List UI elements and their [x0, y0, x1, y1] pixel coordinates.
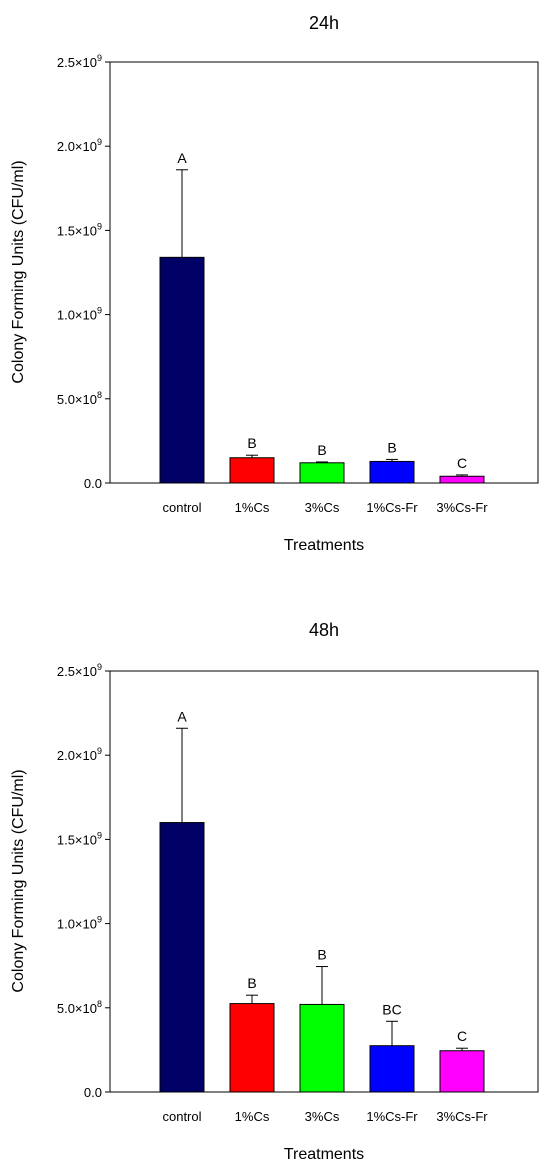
y-tick-label: 1.0×109: [57, 915, 102, 932]
significance-label: C: [457, 455, 467, 471]
significance-label: A: [177, 150, 187, 166]
significance-label: BC: [382, 1001, 401, 1017]
x-axis-label: Treatments: [284, 537, 364, 554]
bar: [299, 1003, 345, 1093]
chart-title: 24h: [309, 13, 339, 33]
plot-area: 0.0 5.0×108 1.0×109 1.5×109 2.0×109 2.5×109 Ac…: [57, 53, 539, 515]
bar: [369, 1045, 415, 1093]
y-tick-label: 0.0: [84, 1085, 102, 1100]
y-axis-label: Colony Forming Units (CFU/ml): [10, 769, 27, 992]
chart-48h: 48h Treatments Colony Forming Units (CFU…: [10, 620, 539, 1163]
y-tick-label: 2.0×109: [57, 137, 102, 154]
x-tick-label: 1%Cs-Fr: [366, 500, 418, 515]
y-tick-label: 0.0: [84, 476, 102, 491]
significance-label: B: [247, 975, 256, 991]
x-tick-label: 3%Cs: [305, 500, 340, 515]
y-tick-label: 2.5×109: [57, 662, 102, 679]
y-tick-label: 5.0×108: [57, 390, 102, 407]
significance-label: A: [177, 708, 187, 724]
y-axis-label: Colony Forming Units (CFU/ml): [10, 160, 27, 383]
significance-label: C: [457, 1028, 467, 1044]
x-tick-label: 3%Cs-Fr: [436, 1109, 488, 1124]
bar: [299, 462, 345, 484]
bar: [229, 1003, 275, 1093]
bar: [439, 1050, 485, 1093]
y-tick-label: 1.5×109: [57, 830, 102, 847]
bar: [229, 457, 275, 484]
y-tick-label: 1.0×109: [57, 306, 102, 323]
y-tick-label: 1.5×109: [57, 221, 102, 238]
x-tick-label: control: [162, 500, 201, 515]
y-tick-label: 2.0×109: [57, 746, 102, 763]
significance-label: B: [317, 442, 326, 458]
bar: [159, 256, 205, 484]
x-axis-label: Treatments: [284, 1146, 364, 1163]
bar: [439, 475, 485, 484]
significance-label: B: [247, 435, 256, 451]
plot-area: 0.0 5.0×108 1.0×109 1.5×109 2.0×109 2.5×109 Ac…: [57, 662, 539, 1124]
chart-24h: 24h Treatments Colony Forming Units (CFU…: [10, 13, 539, 554]
x-tick-label: control: [162, 1109, 201, 1124]
chart-title: 48h: [309, 620, 339, 640]
bar: [159, 822, 205, 1093]
x-tick-label: 1%Cs: [235, 500, 270, 515]
x-tick-label: 1%Cs: [235, 1109, 270, 1124]
bar: [369, 460, 415, 484]
y-tick-label: 5.0×108: [57, 999, 102, 1016]
x-tick-label: 3%Cs-Fr: [436, 500, 488, 515]
x-tick-label: 3%Cs: [305, 1109, 340, 1124]
x-tick-label: 1%Cs-Fr: [366, 1109, 418, 1124]
significance-label: B: [317, 947, 326, 963]
significance-label: B: [387, 439, 396, 455]
y-tick-label: 2.5×109: [57, 53, 102, 70]
